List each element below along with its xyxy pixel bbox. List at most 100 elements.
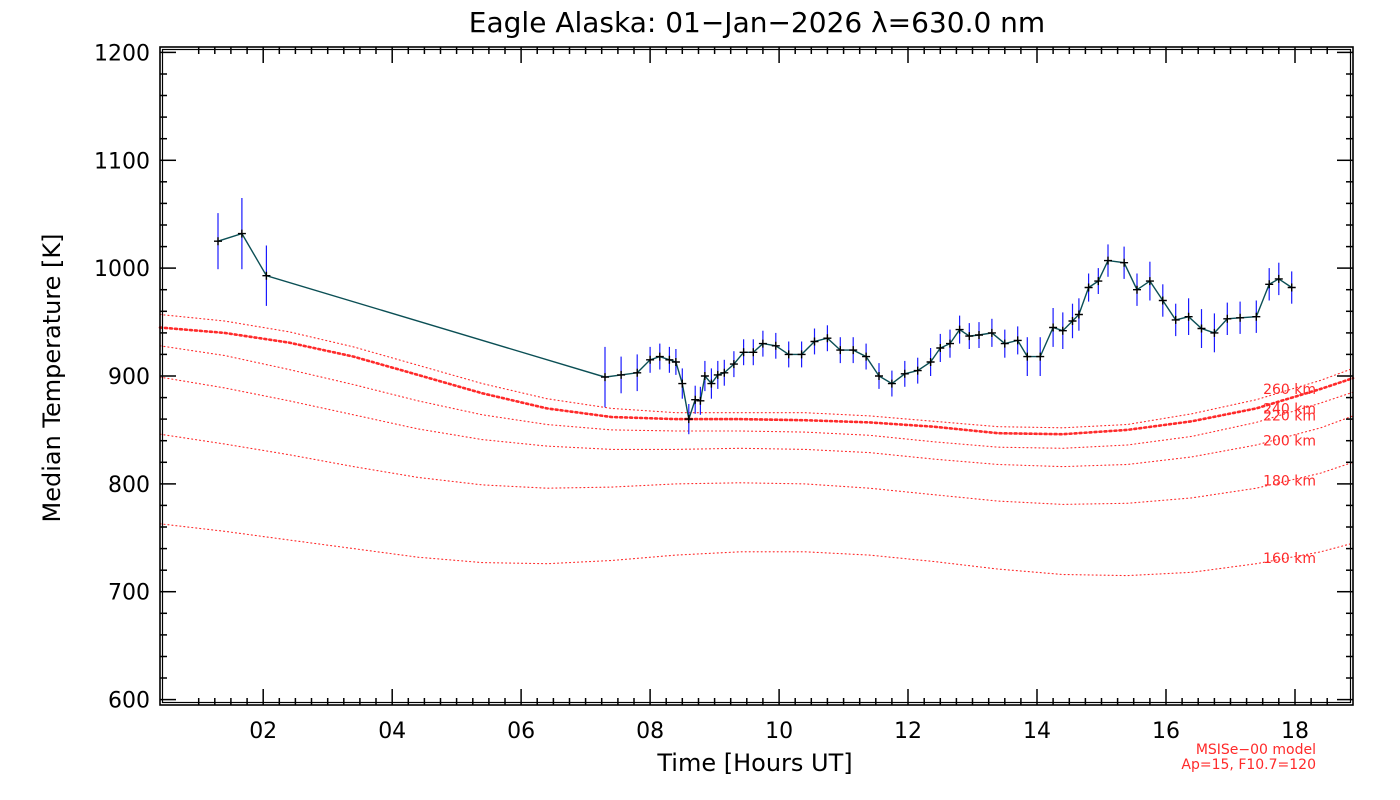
data-point — [1058, 326, 1067, 335]
plot-frame — [159, 46, 1354, 706]
data-point — [729, 360, 738, 369]
data-point — [1074, 310, 1083, 319]
measured-series — [217, 232, 1293, 420]
data-point — [749, 348, 758, 357]
data-point — [758, 339, 767, 348]
data-point — [1120, 258, 1129, 267]
data-point — [713, 370, 722, 379]
data-point — [1274, 274, 1283, 283]
data-point — [955, 325, 964, 334]
data-point — [1104, 256, 1112, 265]
model-curve-160-km — [159, 523, 1354, 577]
model-curve-180-km — [159, 433, 1354, 505]
data-point — [646, 355, 655, 364]
data-point — [1287, 283, 1296, 292]
data-point — [617, 370, 626, 379]
data-point — [1013, 336, 1022, 345]
data-point — [633, 368, 642, 377]
data-point — [1023, 352, 1032, 361]
data-point — [1236, 313, 1245, 322]
x-tick-label: 02 — [249, 719, 277, 744]
x-tick-label: 06 — [507, 719, 535, 744]
data-point — [975, 331, 983, 339]
y-tick-label: 1100 — [94, 149, 150, 174]
data-point — [1171, 315, 1180, 324]
data-point — [836, 346, 845, 355]
x-tick-label: 16 — [1152, 719, 1180, 744]
data-point — [707, 379, 716, 388]
data-point — [1158, 296, 1167, 305]
plot-frame-inner — [161, 48, 1352, 704]
model-curve-200-km — [159, 376, 1354, 468]
data-point — [214, 237, 222, 246]
data-point — [887, 379, 896, 388]
data-point — [797, 350, 806, 359]
data-point — [862, 352, 871, 361]
data-point — [696, 396, 705, 405]
data-point — [1084, 283, 1093, 292]
data-point — [665, 355, 674, 364]
y-tick-label: 800 — [108, 473, 150, 498]
altitude-label-260-km: 260 km — [1263, 382, 1316, 398]
data-point — [1000, 339, 1009, 348]
data-point — [810, 337, 819, 346]
data-point — [965, 332, 974, 341]
data-point — [739, 348, 748, 357]
altitude-label-240-km: 240 km — [1263, 402, 1316, 418]
x-tick-label: 08 — [636, 719, 664, 744]
data-point — [678, 379, 687, 388]
data-point — [875, 372, 883, 380]
data-point — [700, 372, 709, 380]
data-point — [262, 271, 271, 280]
model-curve-240-km — [158, 326, 1355, 436]
model-curve-220-km — [159, 345, 1354, 449]
y-axis-title: Median Temperature [K] — [38, 233, 66, 522]
data-point — [1265, 280, 1274, 289]
data-point — [1223, 314, 1232, 323]
altitude-label-200-km: 200 km — [1263, 433, 1316, 449]
data-point — [900, 369, 909, 378]
data-point — [691, 395, 700, 404]
data-point — [987, 328, 996, 337]
x-tick-label: 10 — [765, 719, 793, 744]
data-point — [1036, 352, 1045, 361]
y-tick-label: 700 — [108, 581, 150, 606]
x-tick-label: 14 — [1023, 719, 1051, 744]
data-point — [823, 334, 832, 343]
measured-temperature-line — [217, 232, 1293, 420]
data-point — [1197, 324, 1206, 333]
y-tick-label: 1000 — [94, 257, 150, 282]
x-tick-label: 18 — [1281, 719, 1309, 744]
altitude-label-220-km: 220 km — [1263, 409, 1316, 425]
data-point — [1049, 323, 1058, 332]
x-axis-title: Time [Hours UT] — [656, 749, 852, 777]
data-point — [671, 358, 680, 366]
data-point — [1094, 277, 1103, 286]
data-point — [1184, 312, 1193, 321]
y-tick-label: 900 — [108, 365, 150, 390]
x-tick-label: 04 — [378, 719, 406, 744]
altitude-label-180-km: 180 km — [1263, 474, 1316, 490]
data-point — [1210, 328, 1219, 337]
axis-ticks: 02 04 06 08 10 12 14 16 18 600 700 800 900 1000 1100 12… — [94, 41, 1353, 744]
model-curve-260-km — [159, 313, 1354, 429]
y-tick-label: 1200 — [94, 41, 150, 66]
axes — [159, 46, 1354, 706]
data-point — [849, 346, 858, 355]
data-point — [1145, 277, 1154, 286]
model-curves — [158, 313, 1355, 577]
data-point — [936, 344, 945, 352]
data-point — [771, 341, 780, 350]
data-point — [684, 415, 693, 424]
data-point — [1068, 317, 1077, 325]
data-point — [1133, 285, 1141, 294]
chart-title: Eagle Alaska: 01−Jan−2026 λ=630.0 nm — [469, 6, 1045, 39]
data-point — [926, 358, 935, 366]
data-point — [913, 366, 922, 375]
model-name-label: MSISe−00 model — [1196, 742, 1316, 758]
model-params-label: Ap=15, F10.7=120 — [1181, 757, 1316, 773]
x-tick-label: 12 — [894, 719, 922, 744]
y-tick-label: 600 — [108, 689, 150, 714]
